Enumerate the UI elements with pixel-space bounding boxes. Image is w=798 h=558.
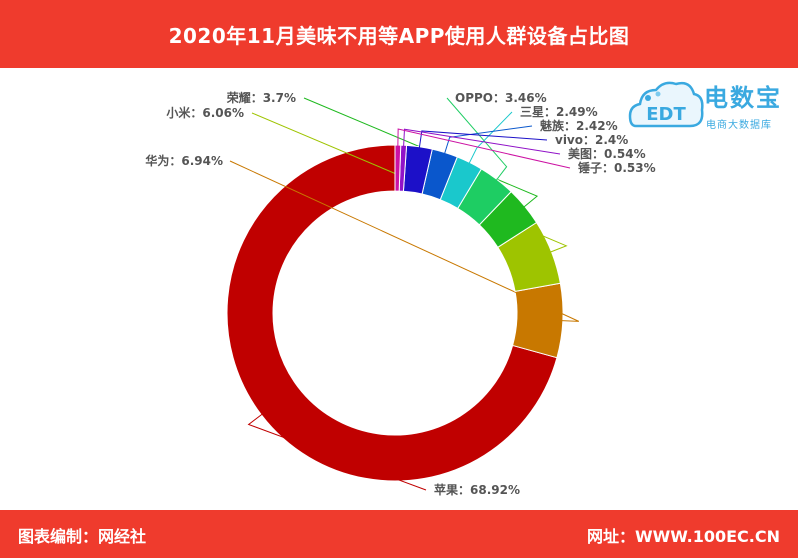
footer-bar: 图表编制：网经社 网址：WWW.100EC.CN — [0, 510, 798, 558]
edt-logo: EDT 电数宝 电商大数据库 — [628, 74, 793, 140]
footer-website: 网址：WWW.100EC.CN — [586, 527, 780, 546]
leader-line-2 — [251, 112, 568, 254]
data-label-3: 荣耀：3.7% — [226, 90, 296, 105]
title-bar: 2020年11月美味不用等APP使用人群设备占比图 — [0, 0, 798, 68]
data-label-1: 华为：6.94% — [145, 153, 223, 168]
footer-source: 图表编制：网经社 — [18, 527, 147, 546]
cloud-logo-icon: EDT — [628, 81, 704, 128]
data-label-5: 三星：2.49% — [520, 105, 598, 119]
data-label-4: OPPO：3.46% — [455, 91, 547, 105]
donut-slice-9 — [394, 144, 402, 192]
leader-line-8 — [402, 128, 561, 155]
logo-name: 电数宝 — [704, 84, 782, 112]
donut-slice-0 — [226, 144, 558, 482]
leader-line-7 — [418, 130, 548, 151]
data-label-9: 锤子：0.53% — [578, 160, 656, 175]
data-label-6: 魅族：2.42% — [540, 118, 618, 133]
data-label-8: 美图：0.54% — [568, 146, 646, 161]
leader-line-4 — [446, 97, 508, 183]
data-label-2: 小米：6.06% — [166, 105, 244, 120]
chart-title: 2020年11月美味不用等APP使用人群设备占比图 — [168, 23, 630, 48]
leader-line-5 — [467, 111, 513, 167]
leader-line-3 — [303, 97, 539, 210]
svg-text:EDT: EDT — [646, 104, 686, 125]
leader-line-1 — [229, 160, 580, 322]
leader-line-0 — [247, 411, 427, 491]
data-label-0: 苹果：68.92% — [434, 482, 520, 497]
logo-subtitle: 电商大数据库 — [706, 120, 772, 131]
leader-line-9 — [397, 128, 571, 169]
data-label-7: vivo：2.4% — [555, 133, 628, 147]
leader-line-6 — [443, 125, 533, 157]
